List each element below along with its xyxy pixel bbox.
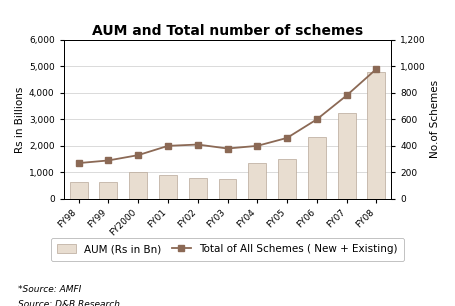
Bar xyxy=(338,113,355,199)
Text: Source: D&B Research: Source: D&B Research xyxy=(18,300,120,306)
Bar xyxy=(159,175,177,199)
Bar xyxy=(100,182,117,199)
Bar xyxy=(278,159,296,199)
Bar xyxy=(129,172,147,199)
Text: AUM and Total number of schemes: AUM and Total number of schemes xyxy=(92,24,363,39)
Bar xyxy=(368,72,385,199)
Y-axis label: Rs in Billions: Rs in Billions xyxy=(15,86,25,152)
Bar xyxy=(248,163,266,199)
Bar xyxy=(218,179,237,199)
Text: *Source: AMFI: *Source: AMFI xyxy=(18,285,81,293)
Y-axis label: No.of Schemes: No.of Schemes xyxy=(430,80,440,159)
Bar xyxy=(189,178,207,199)
Bar xyxy=(70,182,87,199)
Bar xyxy=(308,136,326,199)
Legend: AUM (Rs in Bn), Total of All Schemes ( New + Existing): AUM (Rs in Bn), Total of All Schemes ( N… xyxy=(51,238,404,261)
